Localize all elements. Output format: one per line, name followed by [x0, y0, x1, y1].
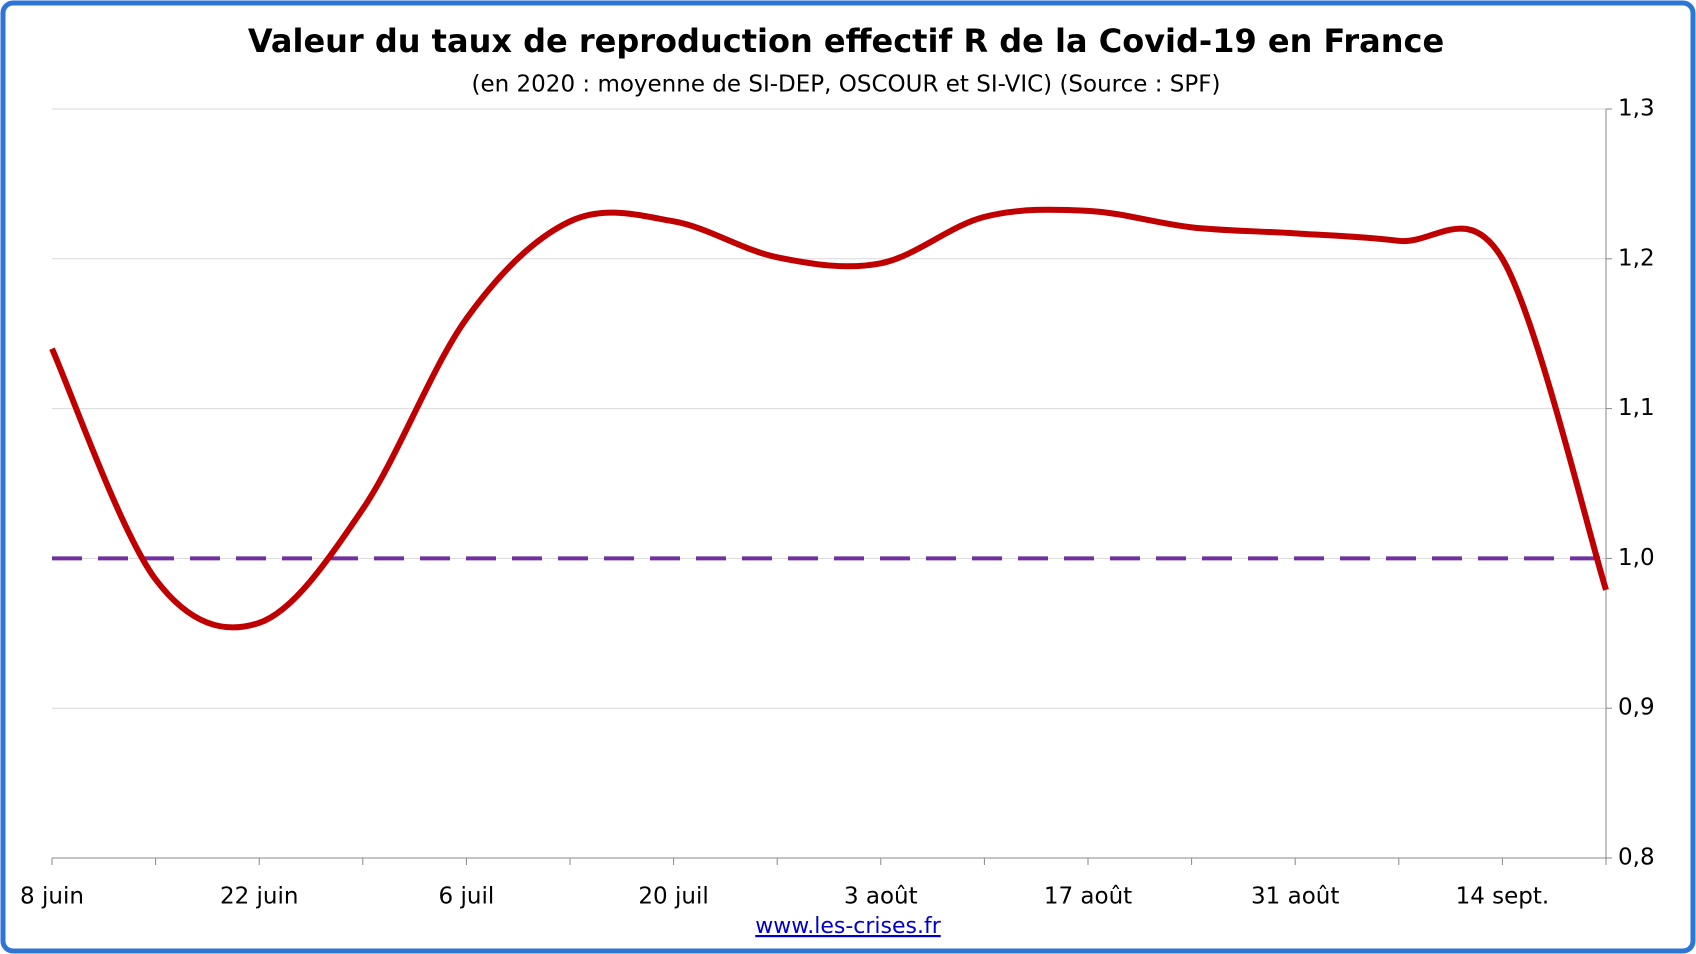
- x-tick-label: 14 sept.: [1456, 884, 1550, 910]
- x-tick-label: 17 août: [1044, 884, 1132, 910]
- x-tick-label: 3 août: [844, 884, 918, 910]
- chart-subtitle: (en 2020 : moyenne de SI-DEP, OSCOUR et …: [472, 72, 1221, 98]
- data-line: [49, 206, 1609, 631]
- y-tick-label: 1,1: [1618, 395, 1655, 421]
- x-tick-label: 31 août: [1251, 884, 1339, 910]
- source-link[interactable]: www.les-crises.fr: [755, 914, 941, 939]
- y-tick-label: 0,8: [1618, 845, 1655, 871]
- x-tick-label: 20 juil: [638, 884, 708, 910]
- y-tick-label: 1,3: [1618, 96, 1655, 122]
- chart-title: Valeur du taux de reproduction effectif …: [248, 22, 1444, 60]
- x-tick-label: 22 juin: [220, 884, 299, 910]
- x-tick-label: 8 juin: [20, 884, 84, 910]
- y-tick-label: 1,2: [1618, 245, 1655, 271]
- y-tick-label: 0,9: [1618, 695, 1655, 721]
- y-tick-label: 1,0: [1618, 545, 1655, 571]
- x-tick-label: 6 juil: [439, 884, 495, 910]
